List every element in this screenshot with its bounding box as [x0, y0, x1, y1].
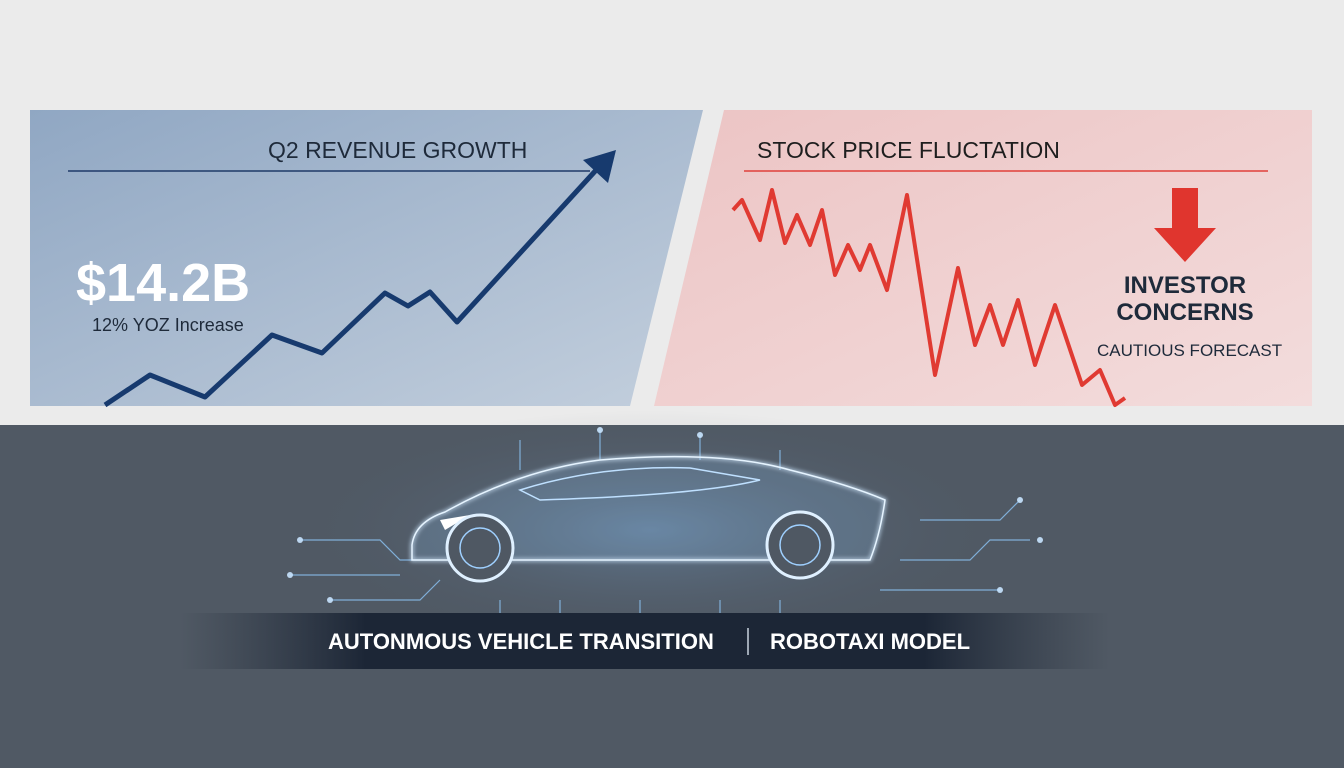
banner-text: AUTONMOUS VEHICLE TRANSITION — [328, 629, 714, 654]
concern-note: CAUTIOUS FORECAST — [1097, 341, 1283, 360]
car — [410, 455, 887, 583]
growth-line — [103, 166, 600, 408]
banner — [180, 613, 1110, 669]
stock-line — [731, 188, 1127, 407]
revenue-amount: $14.2B — [76, 253, 251, 313]
left-panel — [30, 110, 703, 406]
arrow-head — [583, 150, 616, 183]
circuit-lines — [290, 430, 1030, 630]
right-panel — [654, 110, 1312, 406]
banner-text: ROBOTAXI MODEL — [770, 629, 971, 654]
concern-headline: INVESTOR CONCERNS — [1116, 272, 1254, 326]
revenue-note: 12% YOZ Increase — [92, 315, 244, 335]
down-arrow — [1154, 188, 1216, 262]
panel-title: STOCK PRICE FLUCTATION — [757, 137, 1060, 163]
panel-title: Q2 REVENUE GROWTH — [268, 137, 528, 163]
